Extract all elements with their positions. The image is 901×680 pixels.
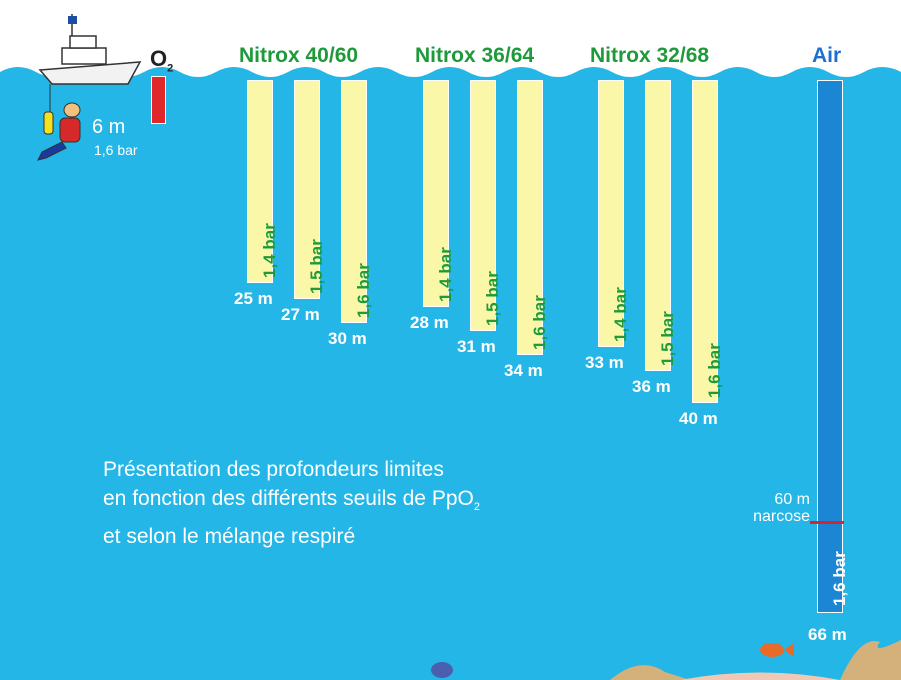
bar-depth-label: 33 m — [585, 353, 624, 372]
oxygen-depth-label: 6 m — [92, 116, 126, 138]
sea-urchin-icon — [431, 662, 453, 678]
bar-pressure-label: 1,4 bar — [611, 287, 630, 342]
bar-pressure-label: 1,6 bar — [530, 295, 549, 350]
bar-pressure-label: 1,5 bar — [658, 311, 677, 366]
diver-icon — [37, 84, 81, 161]
mix-title-nitrox-32-68: Nitrox 32/68 — [590, 44, 710, 67]
nitrox-bar: 1,5 bar — [294, 80, 326, 299]
coral-icon — [610, 640, 901, 680]
bar-depth-label: 27 m — [281, 305, 320, 324]
caption-line-1: Présentation des profondeurs limites — [103, 458, 444, 481]
oxygen-bar — [151, 76, 166, 124]
caption-line-2: en fonction des différents seuils de PpO… — [103, 487, 480, 514]
air-bar: 1,6 bar — [817, 80, 849, 613]
nitrox-bar: 1,6 bar — [341, 80, 373, 323]
bar-pressure-label: 1,4 bar — [436, 247, 455, 302]
nitrox-bar: 1,4 bar — [423, 80, 455, 307]
oxygen-title: O2 — [150, 46, 174, 75]
bar-pressure-label: 1,5 bar — [307, 239, 326, 294]
air-depth-label: 66 m — [808, 625, 847, 644]
narcose-depth: 60 m — [774, 491, 810, 508]
mix-title-nitrox-36-64: Nitrox 36/64 — [415, 44, 535, 67]
bar-pressure-label: 1,4 bar — [260, 223, 279, 278]
nitrox-bar: 1,5 bar — [645, 80, 677, 371]
narcose-marker — [810, 521, 844, 524]
fish-icon — [760, 643, 794, 657]
nitrox-bar: 1,6 bar — [517, 80, 549, 355]
nitrox-bar: 1,5 bar — [470, 80, 502, 331]
bar-depth-label: 40 m — [679, 409, 718, 428]
bar-pressure-label: 1,5 bar — [483, 271, 502, 326]
bar-depth-label: 31 m — [457, 337, 496, 356]
bar-pressure-label: 1,6 bar — [705, 343, 724, 398]
nitrox-bar: 1,6 bar — [692, 80, 724, 403]
bar-pressure-label: 1,6 bar — [354, 263, 373, 318]
narcose-text: narcose — [753, 508, 810, 525]
bar-depth-label: 36 m — [632, 377, 671, 396]
mix-title-nitrox-40-60: Nitrox 40/60 — [239, 44, 359, 67]
boat-icon — [38, 14, 142, 85]
bar-depth-label: 28 m — [410, 313, 449, 332]
caption-line-3: et selon le mélange respiré — [103, 525, 356, 549]
bar-depth-label: 34 m — [504, 361, 543, 380]
nitrox-bar: 1,4 bar — [598, 80, 630, 347]
oxygen-pressure-label: 1,6 bar — [94, 142, 138, 158]
caption: Présentation des profondeurs limites en … — [103, 455, 480, 551]
nitrox-bar: 1,4 bar — [247, 80, 279, 283]
bar-depth-label: 25 m — [234, 289, 273, 308]
narcose-label: 60 m narcose — [735, 491, 810, 525]
mix-title-air: Air — [812, 44, 842, 67]
bar-depth-label: 30 m — [328, 329, 367, 348]
air-pressure-label: 1,6 bar — [830, 551, 849, 606]
